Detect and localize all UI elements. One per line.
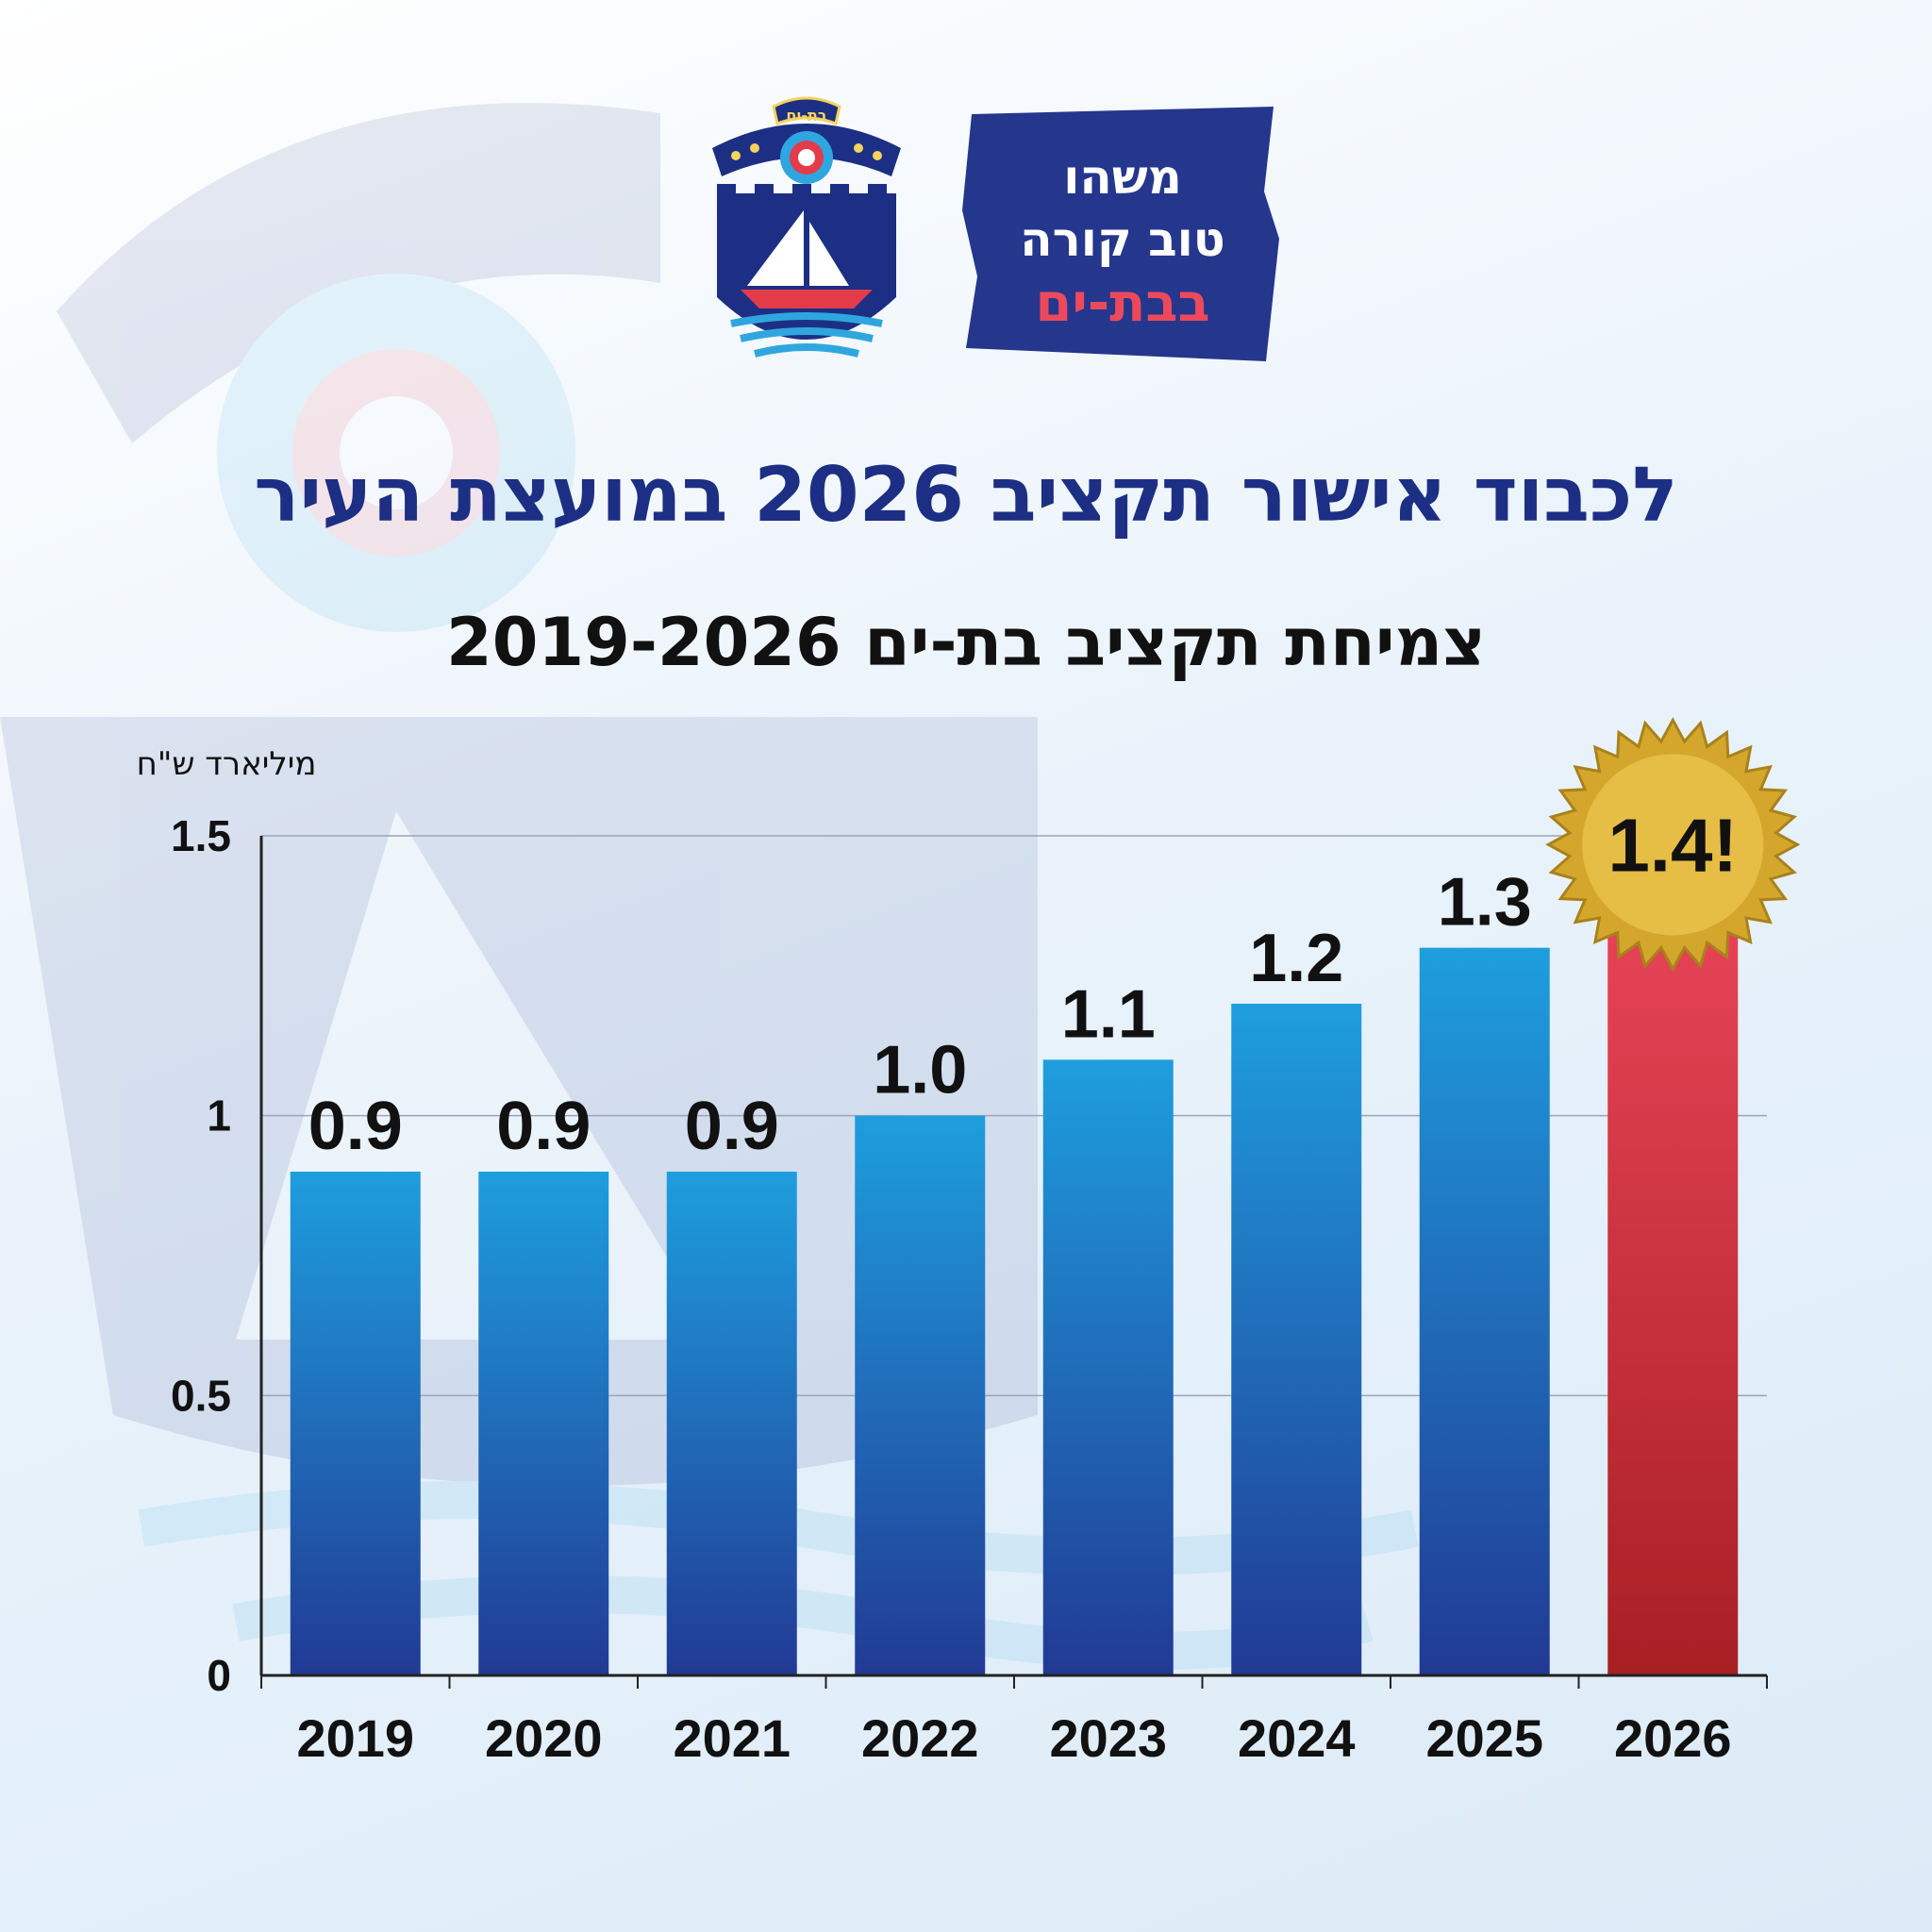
bar-value-label: 1.1: [1061, 976, 1156, 1052]
y-axis-unit-label: מיליארד ש"ח: [136, 745, 317, 783]
bar-value-label: 0.9: [308, 1089, 403, 1164]
bar-value-label: 0.9: [496, 1089, 591, 1164]
page-title: לכבוד אישור תקציב 2026 במועצת העיר: [254, 451, 1678, 539]
slogan-line-2: טוב קורה: [1020, 212, 1225, 267]
x-tick-label: 2021: [673, 1708, 791, 1768]
bar: [855, 1115, 986, 1675]
bar-value-label: 1.2: [1249, 921, 1343, 996]
slogan-line-1: משהו: [1063, 150, 1182, 205]
bar: [290, 1172, 421, 1675]
bar: [1419, 947, 1550, 1675]
x-tick-label: 2023: [1049, 1708, 1167, 1768]
x-tick-label: 2022: [861, 1708, 979, 1768]
bar: [666, 1172, 797, 1675]
page-subtitle: צמיחת תקציב בת-ים 2019-2026: [446, 604, 1486, 681]
x-tick-label: 2019: [296, 1708, 414, 1768]
y-tick-label: 0.5: [171, 1371, 231, 1420]
header-logos: בת-ים משהו טוב קורה בבת-ים: [698, 90, 1302, 373]
x-tick-label: 2020: [485, 1708, 603, 1768]
bar-value-label: 0.9: [685, 1089, 779, 1164]
crest-banner-text: בת-ים: [786, 107, 826, 125]
bar-value-label: 1.4!: [1607, 803, 1738, 887]
bar-highlight: [1607, 891, 1739, 1675]
x-tick-label: 2024: [1238, 1708, 1356, 1768]
bar: [1042, 1059, 1174, 1675]
slogan-line-3: בבת-ים: [1035, 273, 1210, 334]
bar: [1231, 1004, 1362, 1675]
x-tick-label: 2026: [1614, 1708, 1732, 1768]
y-tick-label: 1: [207, 1091, 231, 1141]
y-tick-label: 1.5: [171, 811, 231, 860]
x-tick-label: 2025: [1425, 1708, 1543, 1768]
bar-value-label: 1.3: [1438, 865, 1532, 941]
bar: [478, 1172, 609, 1675]
y-tick-label: 0: [207, 1651, 231, 1700]
gold-seal-inner: [1582, 754, 1764, 936]
slogan-badge: משהו טוב קורה בבת-ים: [962, 107, 1283, 361]
city-crest-logo: בת-ים: [712, 96, 901, 358]
bar-value-label: 1.0: [873, 1033, 967, 1108]
